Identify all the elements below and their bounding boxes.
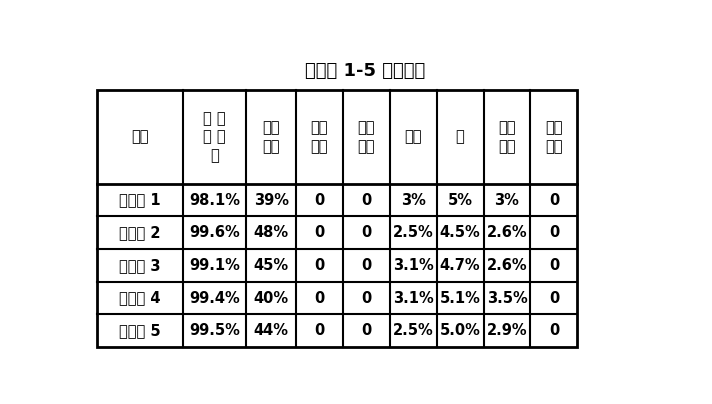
Text: 2.6%: 2.6%: [487, 258, 528, 273]
Text: 实施例 3: 实施例 3: [120, 258, 161, 273]
Text: 0: 0: [549, 193, 559, 208]
Text: 一氧
化碳: 一氧 化碳: [545, 120, 562, 154]
Text: 2.5%: 2.5%: [393, 225, 434, 240]
Text: 3.1%: 3.1%: [393, 290, 434, 305]
Text: 48%: 48%: [253, 225, 288, 240]
Text: 0: 0: [361, 225, 372, 240]
Text: 0: 0: [549, 225, 559, 240]
Text: 3.5%: 3.5%: [486, 290, 528, 305]
Text: 0: 0: [549, 323, 559, 338]
Text: 甲 醇
转 化
率: 甲 醇 转 化 率: [203, 111, 226, 163]
Text: 0: 0: [314, 258, 325, 273]
Text: 0: 0: [314, 193, 325, 208]
Text: 45%: 45%: [253, 258, 288, 273]
Text: 44%: 44%: [253, 323, 288, 338]
Text: 99.5%: 99.5%: [189, 323, 240, 338]
Text: 2.5%: 2.5%: [393, 323, 434, 338]
Text: 实施例 4: 实施例 4: [120, 290, 161, 305]
Text: 3%: 3%: [495, 193, 520, 208]
Text: 2.9%: 2.9%: [487, 323, 528, 338]
Text: 实施例 1-5 检测结果: 实施例 1-5 检测结果: [305, 63, 425, 80]
Text: 0: 0: [314, 290, 325, 305]
Text: 0: 0: [314, 225, 325, 240]
Text: 4.5%: 4.5%: [440, 225, 481, 240]
Text: 40%: 40%: [253, 290, 288, 305]
Text: 0: 0: [549, 258, 559, 273]
Text: 0: 0: [361, 290, 372, 305]
Text: 甲醇
含量: 甲醇 含量: [357, 120, 375, 154]
Text: 0: 0: [314, 323, 325, 338]
Text: 5%: 5%: [448, 193, 473, 208]
Text: 二氧
化碳: 二氧 化碳: [498, 120, 515, 154]
Text: 39%: 39%: [253, 193, 288, 208]
Text: 水: 水: [456, 130, 464, 145]
Text: 2.6%: 2.6%: [487, 225, 528, 240]
Text: 甲醛
含量: 甲醛 含量: [310, 120, 328, 154]
Text: 98.1%: 98.1%: [189, 193, 240, 208]
Text: 氧气: 氧气: [404, 130, 422, 145]
Text: 99.4%: 99.4%: [189, 290, 240, 305]
Text: 实施例 2: 实施例 2: [120, 225, 161, 240]
Text: 0: 0: [361, 193, 372, 208]
Text: 实施例 5: 实施例 5: [119, 323, 161, 338]
Text: 实施例 1: 实施例 1: [119, 193, 161, 208]
Text: 3.1%: 3.1%: [393, 258, 434, 273]
Text: 甲醛
纯度: 甲醛 纯度: [262, 120, 280, 154]
Bar: [98, 90, 577, 347]
Text: 0: 0: [549, 290, 559, 305]
Text: 3%: 3%: [401, 193, 426, 208]
Text: 0: 0: [361, 258, 372, 273]
Text: 项目: 项目: [131, 130, 149, 145]
Text: 5.0%: 5.0%: [439, 323, 481, 338]
Text: 0: 0: [361, 323, 372, 338]
Text: 4.7%: 4.7%: [440, 258, 481, 273]
Text: 99.6%: 99.6%: [189, 225, 240, 240]
Text: 99.1%: 99.1%: [189, 258, 240, 273]
Text: 5.1%: 5.1%: [439, 290, 481, 305]
